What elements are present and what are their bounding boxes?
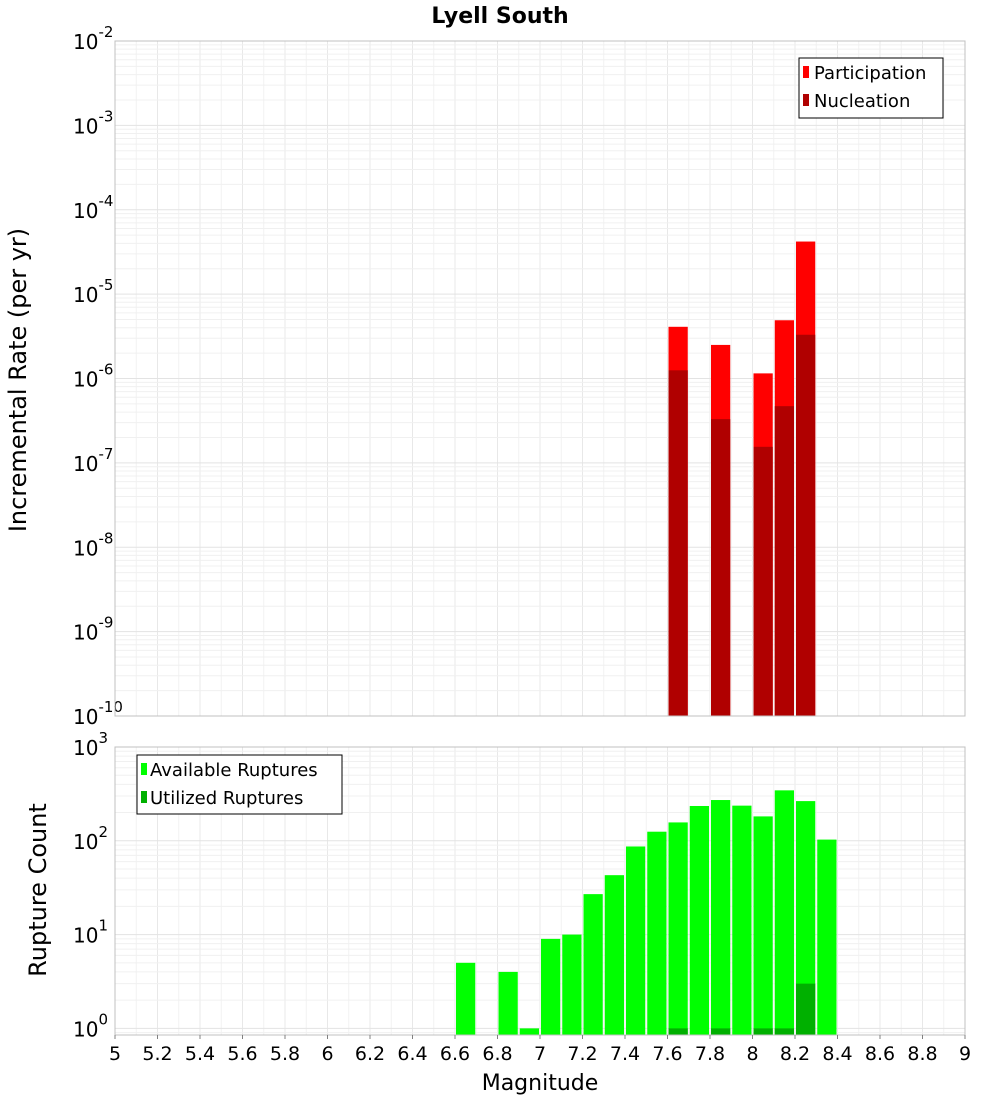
- x-tick-label: 7.6: [652, 1043, 682, 1065]
- x-tick-label: 5.2: [142, 1043, 172, 1065]
- legend-swatch-participation: [803, 66, 809, 78]
- top-panel: 10-2 10-3 10-4 10-5 10-6 10-7 10-8 10-9 10-10 Pa…: [73, 23, 966, 729]
- legend-label-participation: Participation: [814, 63, 926, 84]
- top-y-ticks: 10-2 10-3 10-4 10-5 10-6 10-7 10-8 10-9 10-10: [73, 23, 123, 729]
- bottom-y-ticks: 103 102 101 100: [73, 729, 108, 1041]
- legend-label-nucleation: Nucleation: [814, 91, 910, 112]
- bottom-bar-utilized-ruptures: [668, 1028, 688, 1035]
- x-tick-label: 8.8: [907, 1043, 937, 1065]
- top-y-tick-label: 10-9: [73, 614, 113, 645]
- bottom-y-tick-label: 101: [73, 917, 108, 948]
- bottom-bar-available-ruptures: [541, 938, 561, 1035]
- bottom-bar-available-ruptures: [711, 800, 731, 1035]
- top-bar-nucleation: [796, 334, 816, 716]
- x-tick-label: 5.8: [270, 1043, 300, 1065]
- bottom-bar-available-ruptures: [583, 894, 603, 1035]
- bottom-panel: 103 102 101 100 5 5.2 5.4 5.6 5.8 6 6.2 6.4 6.6 6.8 7…: [73, 729, 971, 1065]
- top-y-tick-label: 10-4: [73, 192, 113, 223]
- bottom-bar-available-ruptures: [689, 805, 709, 1035]
- x-tick-label: 5.6: [227, 1043, 257, 1065]
- bottom-bar-available-ruptures: [796, 801, 816, 1035]
- bottom-bar-available-ruptures: [498, 971, 518, 1035]
- x-tick-label: 6.4: [397, 1043, 427, 1065]
- top-bar-nucleation: [711, 419, 731, 716]
- bottom-bar-available-ruptures: [732, 805, 752, 1035]
- bottom-bar-available-ruptures: [753, 816, 773, 1035]
- x-tick-label: 7.2: [567, 1043, 597, 1065]
- top-grid: [114, 41, 966, 717]
- bottom-bar-available-ruptures: [817, 839, 837, 1035]
- top-y-tick-label: 10-2: [73, 23, 113, 54]
- bottom-y-tick-label: 102: [73, 823, 108, 854]
- legend-label-utilized: Utilized Ruptures: [150, 788, 303, 809]
- top-bar-nucleation: [774, 406, 794, 716]
- bottom-bar-available-ruptures: [647, 831, 667, 1035]
- top-y-tick-label: 10-10: [73, 698, 123, 729]
- x-tick-label: 9: [959, 1043, 971, 1065]
- x-tick-label: 8: [746, 1043, 758, 1065]
- x-tick-label: 8.6: [865, 1043, 895, 1065]
- bottom-bar-utilized-ruptures: [796, 983, 816, 1035]
- bottom-bar-available-ruptures: [456, 962, 476, 1035]
- bottom-y-axis-label: Rupture Count: [24, 803, 52, 977]
- top-bar-nucleation: [668, 370, 688, 716]
- bottom-bar-available-ruptures: [668, 822, 688, 1035]
- bottom-bar-available-ruptures: [519, 1028, 539, 1035]
- x-tick-label: 5: [109, 1043, 121, 1065]
- bottom-legend-box: [136, 754, 343, 815]
- top-y-axis-label: Incremental Rate (per yr): [4, 228, 32, 532]
- bottom-y-tick-label: 100: [73, 1010, 108, 1041]
- top-legend-box: [798, 57, 944, 119]
- x-tick-label: 6.2: [355, 1043, 385, 1065]
- bottom-bar-available-ruptures: [774, 790, 794, 1035]
- x-tick-label: 6.6: [440, 1043, 470, 1065]
- x-tick-label: 6.8: [482, 1043, 512, 1065]
- x-tick-label: 8.4: [822, 1043, 852, 1065]
- x-tick-label: 7.8: [695, 1043, 725, 1065]
- legend-swatch-available: [141, 763, 147, 775]
- top-y-tick-label: 10-8: [73, 529, 113, 560]
- x-tick-label: 8.2: [780, 1043, 810, 1065]
- x-tick-label: 6: [321, 1043, 333, 1065]
- top-y-tick-label: 10-6: [73, 361, 113, 392]
- bottom-y-tick-label: 103: [73, 729, 108, 760]
- bottom-bars: [456, 790, 837, 1035]
- chart-title: Lyell South: [431, 4, 568, 29]
- x-tick-label: 7.4: [610, 1043, 640, 1065]
- top-y-tick-label: 10-3: [73, 107, 113, 138]
- bottom-bar-available-ruptures: [626, 846, 646, 1035]
- x-tick-label: 7: [534, 1043, 546, 1065]
- bottom-legend: Available Ruptures Utilized Ruptures: [136, 754, 343, 815]
- bottom-bar-available-ruptures: [562, 934, 582, 1035]
- top-legend: Participation Nucleation: [798, 57, 944, 119]
- legend-swatch-nucleation: [803, 94, 809, 106]
- x-tick-label: 5.4: [185, 1043, 215, 1065]
- top-bar-nucleation: [753, 446, 773, 716]
- top-y-tick-label: 10-5: [73, 276, 113, 307]
- bottom-bar-utilized-ruptures: [711, 1028, 731, 1035]
- bottom-bar-utilized-ruptures: [753, 1028, 773, 1035]
- legend-swatch-utilized: [141, 791, 147, 803]
- top-plot-border: [114, 40, 966, 717]
- top-bars: [668, 241, 816, 717]
- bottom-bar-utilized-ruptures: [774, 1028, 794, 1035]
- x-axis-label: Magnitude: [482, 1071, 599, 1096]
- legend-label-available: Available Ruptures: [150, 760, 318, 781]
- top-y-tick-label: 10-7: [73, 445, 113, 476]
- bottom-bar-available-ruptures: [604, 875, 624, 1035]
- x-ticks: 5 5.2 5.4 5.6 5.8 6 6.2 6.4 6.6 6.8 7 7.2 7.4 7.6 7.8 8…: [109, 1035, 971, 1065]
